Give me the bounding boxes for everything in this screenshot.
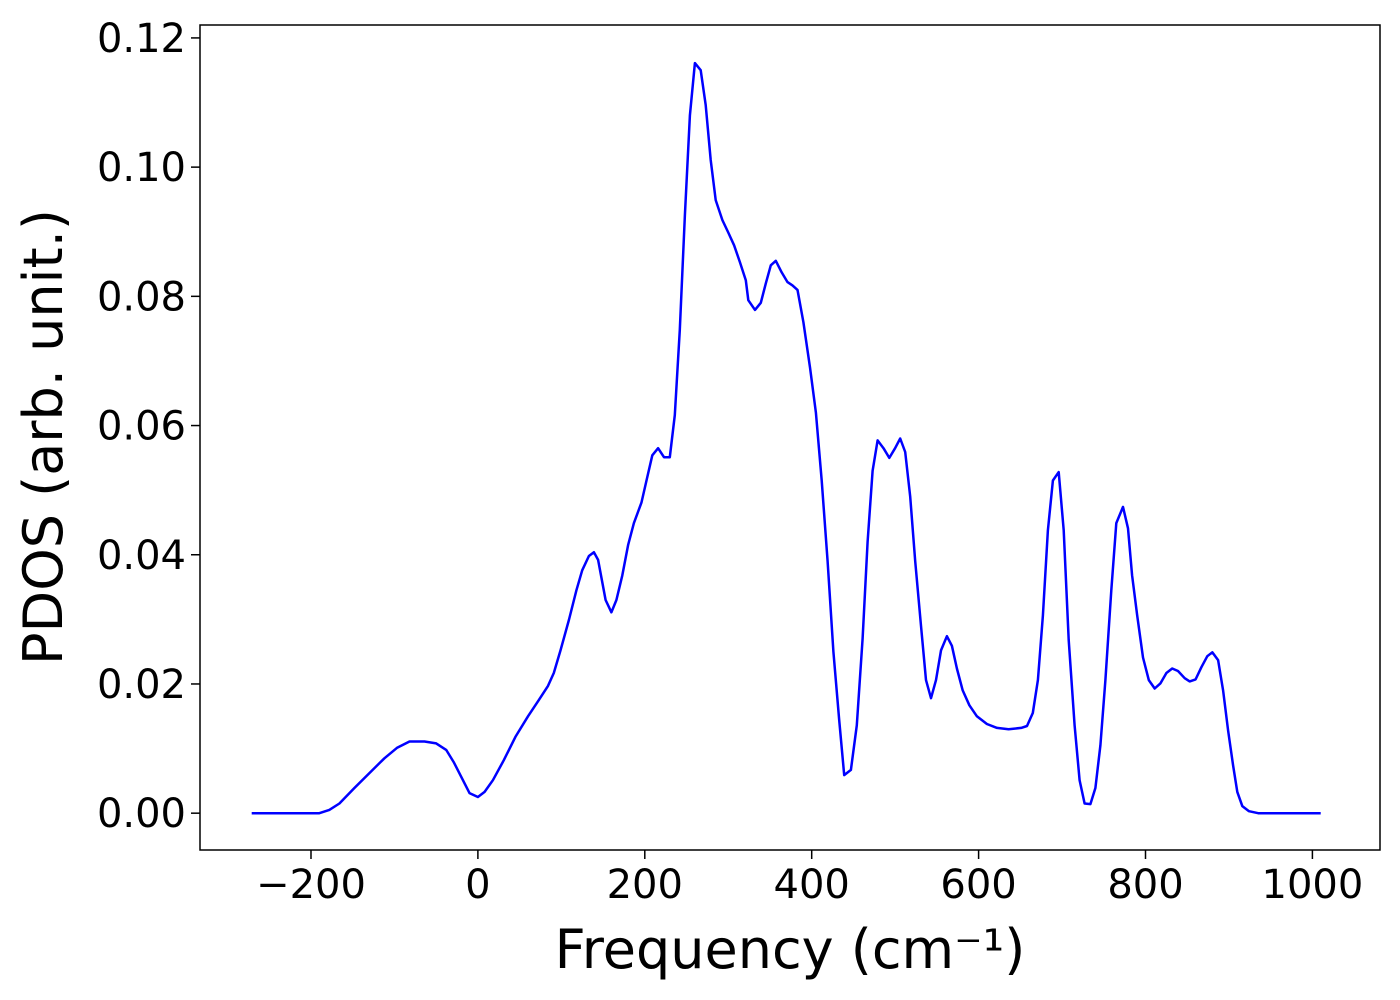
y-tick-label: 0.12: [97, 16, 186, 62]
plot-frame: [199, 24, 1381, 851]
y-tick-label: 0.06: [97, 404, 186, 450]
x-tick-label: 1000: [1262, 862, 1364, 908]
y-axis-label: PDOS (arb. unit.): [12, 209, 75, 665]
x-tick-label: 0: [465, 862, 490, 908]
x-tick-label: 800: [1107, 862, 1183, 908]
x-tick-label: 200: [607, 862, 683, 908]
x-tick-label: 400: [774, 862, 850, 908]
y-tick-label: 0.04: [97, 533, 186, 579]
line: [251, 61, 1321, 815]
y-tick-label: 0.02: [97, 662, 186, 708]
x-tick-label: 600: [940, 862, 1016, 908]
y-tick-label: 0.10: [97, 145, 186, 191]
y-tick-label: 0.08: [97, 274, 186, 320]
x-tick-label: −200: [256, 862, 366, 908]
y-tick-label: 0.00: [97, 791, 186, 837]
x-axis-label: Frequency (cm⁻¹): [555, 918, 1026, 981]
